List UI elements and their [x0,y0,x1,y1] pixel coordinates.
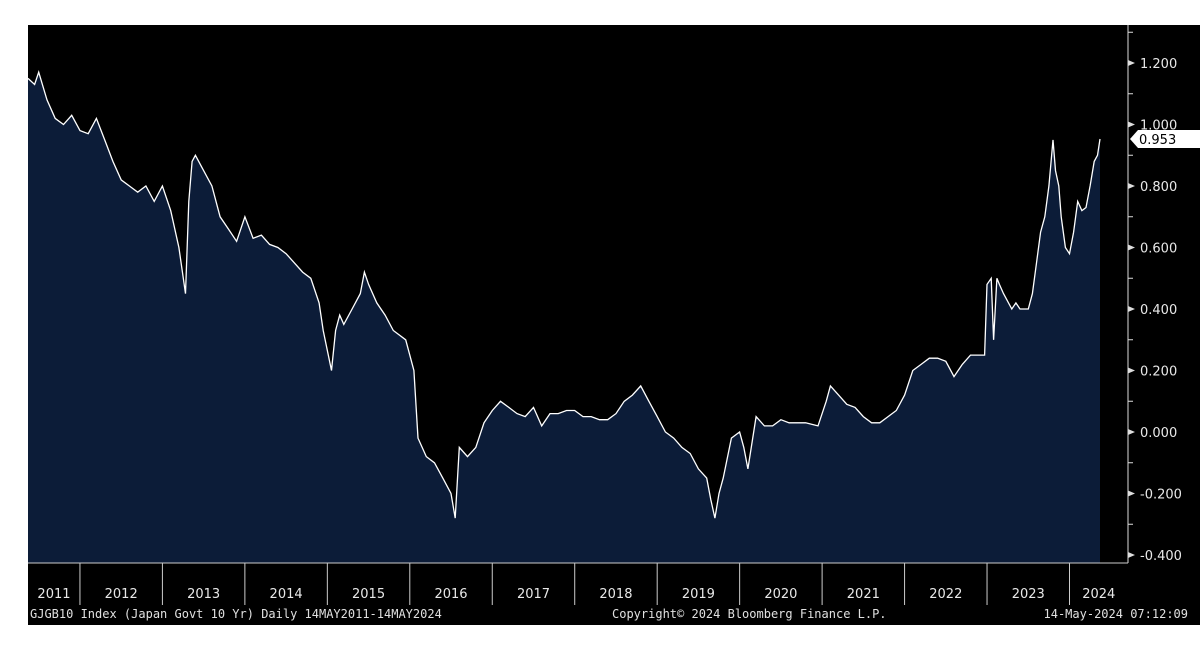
y-tick-label: 0.400 [1140,303,1177,318]
footer-copyright: Copyright© 2024 Bloomberg Finance L.P. [612,607,887,621]
y-tick [1128,183,1135,189]
y-tick [1128,490,1135,497]
x-tick-label: 2022 [929,587,962,602]
y-tick [1128,552,1135,558]
x-tick-label: 2013 [187,587,220,602]
x-tick-label: 2011 [37,587,70,602]
y-tick-label: 1.200 [1140,57,1177,72]
series-area [28,72,1100,563]
y-tick-label: 0.000 [1140,426,1177,441]
x-tick-label: 2012 [105,587,138,602]
series-line [27,70,1101,519]
y-tick [1128,367,1135,374]
x-tick-label: 2023 [1012,587,1045,602]
last-value-tag [1130,129,1200,148]
y-tick-label: 1.000 [1140,119,1177,134]
y-tick-label: 0.800 [1140,180,1177,195]
y-tick-label: 0.200 [1140,365,1177,380]
footer-timestamp: 14-May-2024 07:12:09 [1044,607,1189,621]
x-tick-label: 2016 [434,587,467,602]
footer-title: GJGB10 Index (Japan Govt 10 Yr) Daily 14… [30,607,442,621]
y-tick [1128,60,1135,66]
y-tick [1128,429,1135,435]
y-tick-label: -0.200 [1140,488,1182,503]
y-tick-label: 0.600 [1140,242,1177,257]
x-axis: 2011 2012 2013 2014 2015 2016 2017 2018 2019 2020… [28,562,1128,605]
last-value-label: 0.953 [1139,133,1176,148]
y-tick [1128,306,1135,312]
x-tick-label: 2019 [682,587,715,602]
x-tick-label: 2017 [517,587,550,602]
x-tick-label: 2014 [270,587,303,602]
y-tick [1128,121,1135,128]
x-tick-label: 2020 [764,587,797,602]
x-tick-label: 2024 [1082,587,1115,602]
x-tick-label: 2021 [847,587,880,602]
plot-area [27,70,1101,563]
y-tick-label: -0.400 [1140,549,1182,564]
y-tick [1128,244,1135,251]
x-tick-label: 2015 [352,587,385,602]
x-tick-label: 2018 [599,587,632,602]
y-axis: -0.400 -0.200 0.000 0.200 0.400 0.600 0.800 1.0… [1127,25,1200,564]
